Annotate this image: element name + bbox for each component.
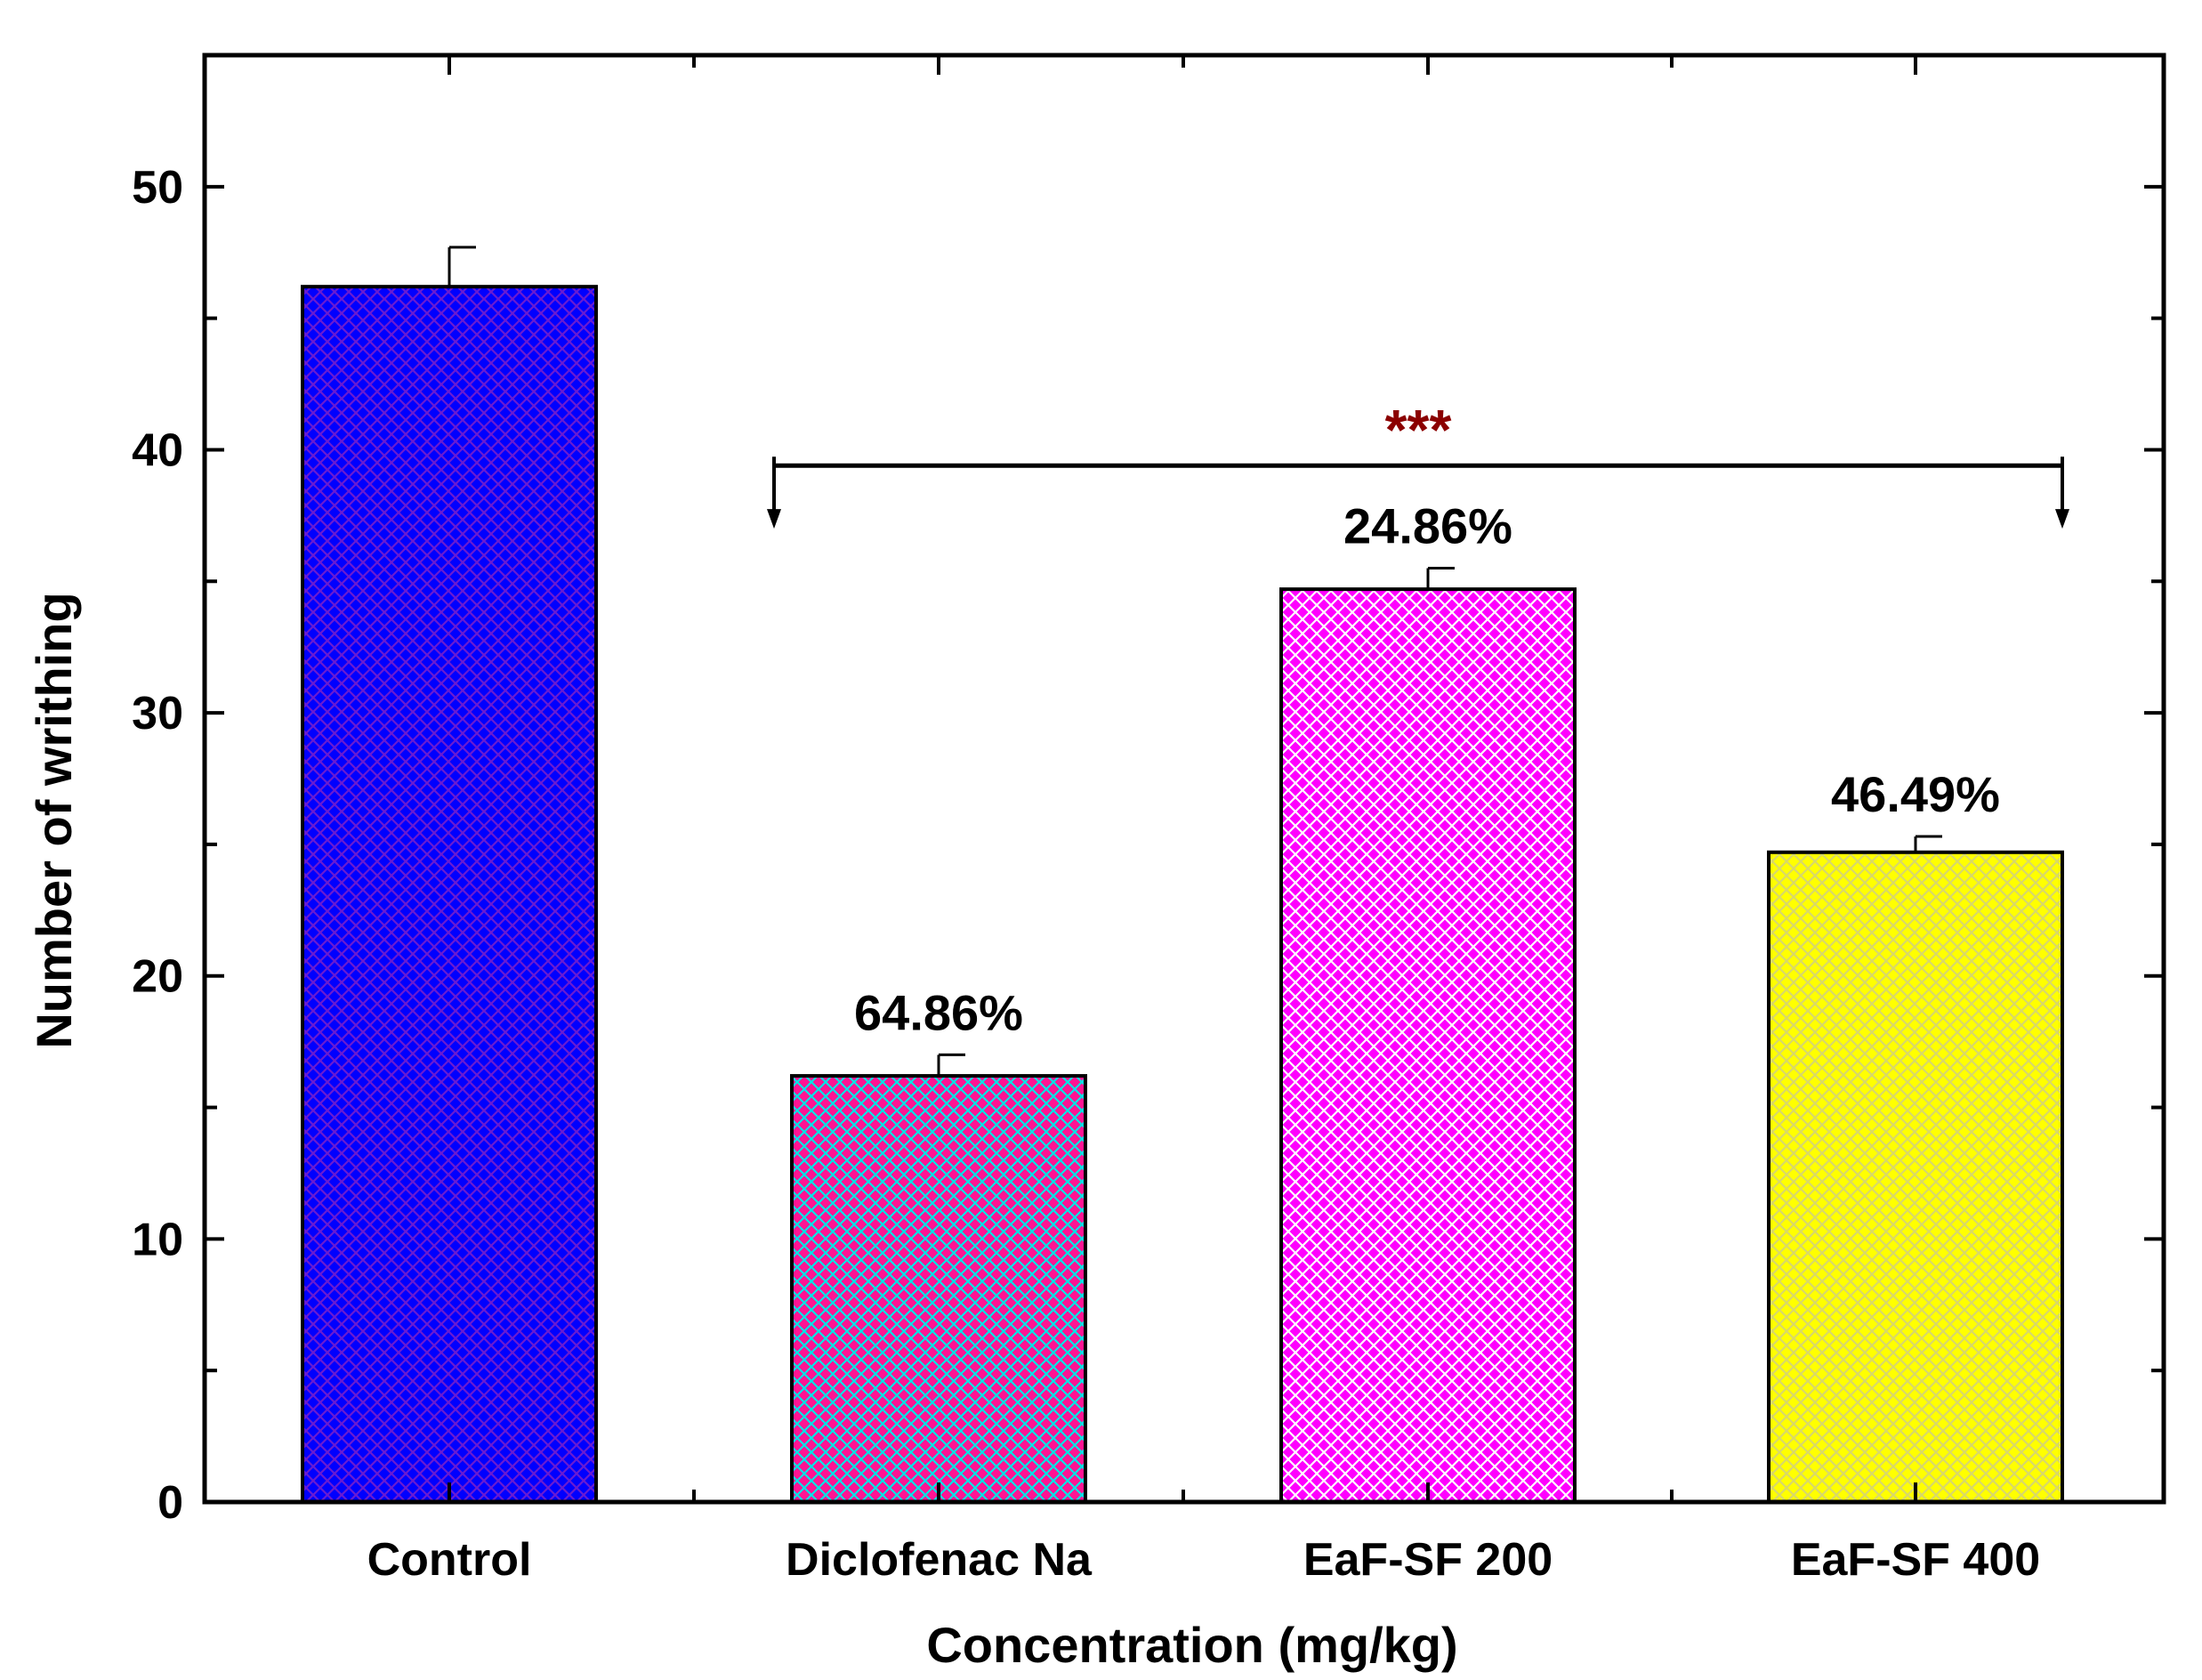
significance-label: *** (1385, 398, 1452, 462)
axes: Control Diclofenac Na EaF-SF 200 EaF-SF 400… (132, 52, 2166, 1586)
data-label: 46.49% (1831, 766, 2000, 822)
x-axis-title: Concentration (mg/kg) (926, 1617, 1457, 1673)
bars-layer: 64.86% 24.86% 46.49% (301, 246, 2064, 1504)
significance-arrowhead (2055, 509, 2069, 529)
x-tick-label: EaF-SF 400 (1791, 1534, 2040, 1586)
y-tick-label: 40 (132, 424, 183, 476)
data-label: 64.86% (854, 984, 1023, 1040)
y-tick-label: 50 (132, 162, 183, 214)
y-tick-label: 0 (157, 1477, 183, 1529)
y-tick-label: 30 (132, 688, 183, 739)
y-tick-label: 20 (132, 951, 183, 1003)
bar-eaf-sf-400 (1767, 850, 2064, 1504)
x-tick-label: Diclofenac Na (786, 1534, 1093, 1586)
bar-eaf-sf-200 (1279, 587, 1577, 1504)
data-label: 24.86% (1343, 497, 1512, 553)
y-tick-label: 10 (132, 1214, 183, 1265)
significance-arrowhead (767, 509, 781, 529)
x-tick-label: EaF-SF 200 (1303, 1534, 1553, 1586)
bar-diclofenac-na (790, 1074, 1087, 1504)
bar-control (301, 285, 598, 1504)
x-tick-label: Control (367, 1534, 532, 1586)
significance-annotation: *** (767, 398, 2069, 529)
y-axis-title: Number of writhing (26, 592, 82, 1048)
